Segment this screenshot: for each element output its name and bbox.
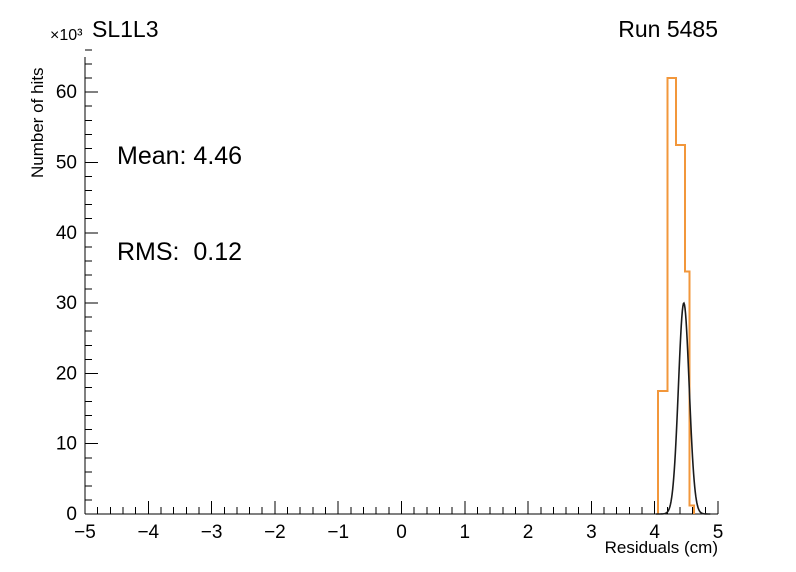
y-tick-label: 40: [56, 223, 77, 244]
y-axis-exponent-label: ×10³: [50, 27, 83, 44]
y-tick-label: 50: [56, 152, 77, 173]
x-tick-label: 1: [460, 522, 471, 543]
x-tick-label: −3: [201, 522, 223, 543]
x-tick-label: 0: [396, 522, 407, 543]
run-number-label: Run 5485: [618, 16, 718, 42]
y-axis-title: Number of hits: [28, 67, 47, 178]
rms-value: RMS: 0.12: [117, 238, 243, 266]
y-tick-label: 0: [66, 504, 77, 525]
x-tick-label: 2: [523, 522, 534, 543]
x-tick-label: −5: [74, 522, 96, 543]
mean-value: Mean: 4.46: [117, 142, 243, 170]
gaussian-fit-path: [655, 301, 711, 515]
x-tick-label: −2: [264, 522, 286, 543]
y-tick-label: 60: [56, 82, 77, 103]
stats-box: Mean: 4.46 RMS: 0.12: [117, 76, 242, 300]
x-axis-title: Residuals (cm): [604, 538, 718, 557]
x-tick-label: −4: [137, 522, 159, 543]
x-tick-label: 4: [649, 522, 660, 543]
x-tick-label: 5: [713, 522, 724, 543]
x-tick-label: −1: [327, 522, 349, 543]
y-tick-label: 30: [56, 293, 77, 314]
y-tick-label: 10: [56, 434, 77, 455]
y-tick-label: 20: [56, 363, 77, 384]
histogram-title: SL1L3: [92, 16, 159, 42]
x-tick-label: 3: [586, 522, 597, 543]
residuals-histogram-path: [656, 77, 695, 514]
